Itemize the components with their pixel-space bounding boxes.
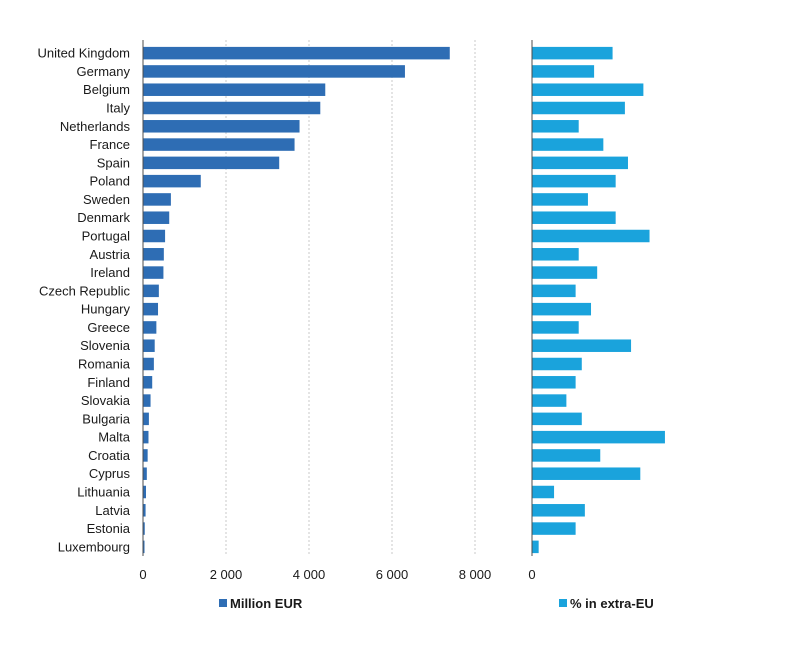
category-label-sweden: Sweden xyxy=(83,192,130,207)
bar-eur-belgium xyxy=(143,83,326,96)
category-label-lithuania: Lithuania xyxy=(77,485,131,500)
bar-eur-sweden xyxy=(143,193,171,206)
bar-eur-latvia xyxy=(143,504,146,517)
bar-extra-eu-cyprus xyxy=(532,467,641,480)
bar-eur-malta xyxy=(143,430,149,444)
bar-eur-italy xyxy=(143,101,321,115)
category-label-latvia: Latvia xyxy=(95,503,130,518)
category-label-poland: Poland xyxy=(90,174,130,189)
bar-eur-netherlands xyxy=(143,120,300,133)
bar-eur-ireland xyxy=(143,266,164,279)
bar-eur-france xyxy=(143,138,295,151)
tick-label-eur-2000: 2 000 xyxy=(210,567,243,582)
bar-extra-eu-spain xyxy=(532,156,628,170)
bar-eur-poland xyxy=(143,174,201,188)
bar-eur-austria xyxy=(143,248,164,261)
bar-extra-eu-croatia xyxy=(532,449,601,462)
bar-extra-eu-germany xyxy=(532,65,595,78)
bar-extra-eu-romania xyxy=(532,357,582,371)
category-label-czech-republic: Czech Republic xyxy=(39,283,131,298)
bar-eur-estonia xyxy=(143,522,145,535)
category-label-netherlands: Netherlands xyxy=(60,119,131,134)
category-label-hungary: Hungary xyxy=(81,302,131,317)
category-label-bulgaria: Bulgaria xyxy=(82,411,130,426)
bar-extra-eu-austria xyxy=(532,248,579,261)
category-label-finland: Finland xyxy=(87,375,130,390)
bar-eur-hungary xyxy=(143,302,159,316)
bar-extra-eu-lithuania xyxy=(532,485,555,499)
category-label-estonia: Estonia xyxy=(87,521,131,536)
legend-swatch-million-eur xyxy=(219,599,227,607)
bar-eur-bulgaria xyxy=(143,412,149,426)
tick-label-eur-6000: 6 000 xyxy=(376,567,409,582)
bar-extra-eu-luxembourg xyxy=(532,540,539,554)
bar-extra-eu-slovenia xyxy=(532,339,632,352)
category-label-slovenia: Slovenia xyxy=(80,338,131,353)
bar-extra-eu-greece xyxy=(532,321,579,334)
bar-eur-slovakia xyxy=(143,394,151,407)
bar-extra-eu-czech-republic xyxy=(532,284,576,298)
category-label-greece: Greece xyxy=(87,320,130,335)
bar-extra-eu-malta xyxy=(532,430,665,444)
tick-label-extra-eu-0: 0 xyxy=(528,567,535,582)
category-label-france: France xyxy=(90,137,130,152)
category-label-belgium: Belgium xyxy=(83,82,130,97)
tick-label-eur-0: 0 xyxy=(139,567,146,582)
category-label-cyprus: Cyprus xyxy=(89,466,131,481)
legend-swatch-extra-eu xyxy=(559,599,567,607)
bar-extra-eu-portugal xyxy=(532,229,650,243)
bar-eur-denmark xyxy=(143,211,170,224)
category-label-portugal: Portugal xyxy=(82,229,131,244)
bar-extra-eu-slovakia xyxy=(532,394,567,407)
bar-extra-eu-italy xyxy=(532,101,625,115)
bar-eur-greece xyxy=(143,321,157,334)
tick-label-eur-4000: 4 000 xyxy=(293,567,326,582)
bar-extra-eu-belgium xyxy=(532,83,644,96)
bar-eur-czech-republic xyxy=(143,284,159,298)
bar-extra-eu-united-kingdom xyxy=(532,46,613,60)
category-label-austria: Austria xyxy=(90,247,131,262)
bar-extra-eu-latvia xyxy=(532,504,585,517)
legend-label-extra-eu: % in extra-EU xyxy=(570,596,654,611)
category-label-united-kingdom: United Kingdom xyxy=(38,46,131,61)
bar-eur-cyprus xyxy=(143,467,147,480)
legend-label-million-eur: Million EUR xyxy=(230,596,303,611)
bar-eur-finland xyxy=(143,376,153,389)
bar-extra-eu-france xyxy=(532,138,604,151)
bar-extra-eu-estonia xyxy=(532,522,576,535)
category-label-denmark: Denmark xyxy=(77,210,130,225)
bar-eur-lithuania xyxy=(143,485,146,499)
category-label-italy: Italy xyxy=(106,101,130,116)
bar-eur-croatia xyxy=(143,449,148,462)
tick-label-eur-8000: 8 000 xyxy=(459,567,492,582)
category-label-malta: Malta xyxy=(98,430,131,445)
category-label-spain: Spain xyxy=(97,155,130,170)
category-label-germany: Germany xyxy=(77,64,131,79)
bar-extra-eu-poland xyxy=(532,174,616,188)
category-label-ireland: Ireland xyxy=(90,265,130,280)
category-label-slovakia: Slovakia xyxy=(81,393,131,408)
bar-extra-eu-bulgaria xyxy=(532,412,582,426)
category-label-luxembourg: Luxembourg xyxy=(58,539,130,554)
bar-eur-slovenia xyxy=(143,339,155,352)
bar-extra-eu-finland xyxy=(532,376,576,389)
category-label-croatia: Croatia xyxy=(88,448,131,463)
category-label-romania: Romania xyxy=(78,357,131,372)
bar-eur-spain xyxy=(143,156,280,170)
bar-extra-eu-sweden xyxy=(532,193,588,206)
bar-eur-united-kingdom xyxy=(143,46,450,60)
bar-eur-portugal xyxy=(143,229,166,243)
bar-extra-eu-netherlands xyxy=(532,120,579,133)
bar-eur-romania xyxy=(143,357,154,371)
bar-eur-luxembourg xyxy=(143,540,145,554)
bar-extra-eu-denmark xyxy=(532,211,616,224)
bar-extra-eu-ireland xyxy=(532,266,598,279)
bar-eur-germany xyxy=(143,65,405,78)
bar-extra-eu-hungary xyxy=(532,302,592,316)
